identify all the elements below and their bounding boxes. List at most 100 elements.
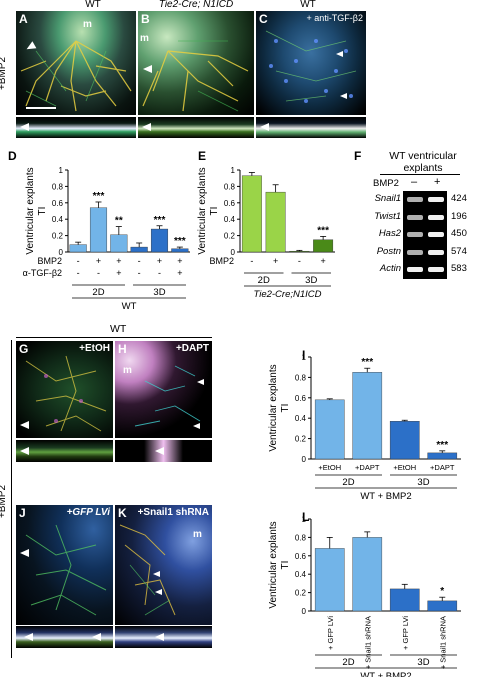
arrowhead-icon (20, 447, 29, 455)
y-tick-label: 0 (302, 455, 307, 464)
y-tick-label: 0.8 (52, 182, 64, 191)
y-tick-label: 0 (231, 248, 236, 257)
panel-b-title: Tie2-Cre; N1ICD (158, 0, 234, 10)
gel-band (428, 267, 444, 272)
panel-h-myocardium-label: m (123, 365, 132, 376)
y-tick-label: 1 (231, 166, 236, 175)
y-axis-label-line2: TI (280, 404, 291, 413)
micrograph-g: G +EtOH (16, 341, 113, 438)
bar (241, 175, 262, 253)
y-tick-label: 0 (302, 607, 307, 616)
y-tick-label: 0.4 (295, 570, 307, 579)
y-tick-label: 0.6 (295, 394, 307, 403)
y-tick-label: 0.8 (295, 533, 307, 542)
y-axis-label: Ventricular explantsTI (268, 364, 291, 451)
arrowhead-icon (193, 423, 200, 429)
bar (130, 246, 148, 253)
micrograph-j: J +GFP LVi (16, 505, 113, 625)
category-label: + Snail1 shRNA (363, 616, 372, 669)
xsection-b (138, 117, 254, 138)
significance-mark: *** (361, 357, 373, 368)
group-label: 3D (305, 275, 317, 286)
xsection-g (16, 440, 113, 462)
micrograph-a: A m (16, 11, 136, 115)
row-value: + (96, 256, 101, 266)
arrowhead-icon (155, 447, 164, 455)
row-value: - (77, 268, 80, 278)
panel-j-treatment-label: +GFP LVi (66, 507, 110, 518)
xsection-c (256, 117, 366, 138)
y-tick-label: 0.2 (295, 589, 307, 598)
gel-band (428, 249, 444, 255)
panel-a-label: A (19, 12, 28, 26)
gel-title: WT ventricular explants (368, 150, 478, 174)
bar (69, 244, 87, 253)
category-label: + GFP LVi (401, 616, 410, 650)
gel-size-label: 450 (451, 228, 467, 239)
cell-network-j (25, 524, 107, 616)
y-axis-label-line1: Ventricular explants (268, 521, 279, 608)
category-label: + GFP LVi (326, 616, 335, 650)
panel-a-title: WT (85, 0, 101, 10)
panel-k-treatment-label: +Snail1 shRNA (137, 507, 209, 518)
category-label: +EtOH (318, 463, 341, 472)
side-label-bottom: +BMP2 (0, 484, 9, 519)
micrograph-b: B m (138, 11, 254, 115)
group-label: 2D (258, 275, 270, 286)
bar (171, 248, 189, 253)
micrograph-k: K +Snail1 shRNA m (115, 505, 212, 625)
cell-network-g (25, 355, 107, 432)
bar (427, 600, 458, 612)
y-tick-label: 0.4 (52, 215, 64, 224)
panel-h-label: H (118, 342, 127, 356)
bar (313, 239, 334, 253)
y-axis-label-line1: Ventricular explants (268, 364, 279, 451)
row-value: - (138, 256, 141, 266)
y-axis-label-line1: Ventricular explants (197, 167, 208, 254)
group-label: 3D (417, 477, 429, 488)
xsection-h (115, 440, 212, 462)
bar (89, 207, 108, 253)
panel-f-label: F (354, 149, 362, 163)
row-value: - (138, 268, 141, 278)
y-tick-label: 0.4 (295, 414, 307, 423)
panel-a-myocardium-label: m (83, 19, 92, 30)
gel-gene-label: Actin (379, 263, 401, 274)
y-axis-label-line1: Ventricular explants (25, 167, 36, 254)
gel-lane-plus: + (434, 176, 441, 188)
chart-l: Ventricular explantsTI 0 0.2 0.4 0.6 0.8 1 + GF… (268, 515, 461, 677)
gel-gene-label: Postn (376, 245, 401, 257)
bar (352, 537, 383, 612)
gel-band (407, 197, 423, 202)
panel-h-treatment-label: +DAPT (175, 343, 209, 354)
significance-mark: * (440, 586, 444, 597)
y-tick-label: 0.8 (295, 373, 307, 382)
y-tick-label: 0.6 (295, 552, 307, 561)
gel-lane-minus: – (411, 176, 418, 188)
arrowhead-icon (155, 589, 162, 595)
panel-d-label: D (8, 149, 17, 163)
panel-g-treatment-label: +EtOH (79, 343, 110, 354)
panel-g-label: G (19, 342, 29, 356)
gel-band (428, 232, 444, 237)
significance-mark: *** (93, 191, 105, 202)
y-axis-label-line2: TI (280, 561, 291, 570)
gel-size-label: 196 (451, 210, 467, 222)
category-label: +DAPT (430, 463, 455, 472)
y-tick-label: 1 (59, 166, 64, 175)
arrowhead-icon (142, 123, 151, 131)
significance-mark: *** (174, 236, 186, 247)
scale-bar (26, 107, 56, 109)
y-tick-label: 0.2 (295, 435, 307, 444)
row-label: α-TGF-β2 (23, 268, 62, 278)
significance-mark: ** (115, 216, 123, 227)
group-label: 2D (342, 477, 354, 488)
panel-b-myocardium-label: m (140, 33, 149, 44)
arrowhead-icon (336, 51, 343, 57)
row-value: + (320, 256, 325, 266)
y-axis-label: Ventricular explantsTI (197, 167, 220, 254)
arrowhead-icon (340, 93, 347, 99)
footer-label: WT + BMP2 (360, 671, 411, 677)
bar (314, 548, 345, 612)
arrowhead-icon (20, 549, 29, 557)
